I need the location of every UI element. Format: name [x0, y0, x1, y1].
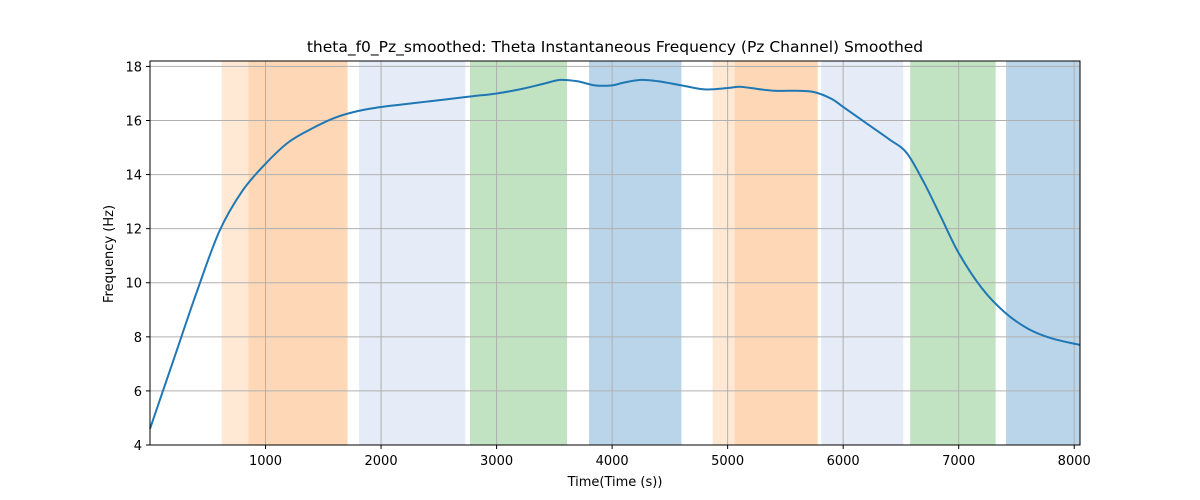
x-tick-label-1000: 1000 — [249, 454, 282, 469]
y-tick-label-10: 10 — [125, 277, 142, 292]
x-tick-label-6000: 6000 — [827, 454, 860, 469]
axis-ticks: 1000 2000 3000 4000 5000 6000 7000 8000 4 6 8 10 12 1… — [125, 60, 1090, 469]
band-3 — [359, 61, 466, 445]
y-tick-label-14: 14 — [125, 169, 142, 184]
x-tick-label-2000: 2000 — [365, 454, 398, 469]
x-tick-label-7000: 7000 — [942, 454, 975, 469]
band-9 — [910, 61, 996, 445]
y-tick-label-6: 6 — [134, 385, 142, 400]
x-tick-label-3000: 3000 — [480, 454, 513, 469]
x-tick-label-5000: 5000 — [711, 454, 744, 469]
band-1 — [221, 61, 249, 445]
y-tick-label-12: 12 — [125, 223, 142, 238]
plot-frame — [149, 60, 1081, 446]
y-tick-label-18: 18 — [125, 60, 142, 75]
y-tick-label-8: 8 — [134, 331, 142, 346]
y-tick-label-4: 4 — [134, 439, 142, 454]
x-tick-label-8000: 8000 — [1058, 454, 1091, 469]
band-10 — [1006, 61, 1080, 445]
x-tick-label-4000: 4000 — [596, 454, 629, 469]
plot-border — [149, 60, 1081, 446]
y-axis-label: Frequency (Hz) — [102, 205, 117, 303]
band-7 — [734, 61, 818, 445]
series-line-1 — [149, 78, 1081, 430]
data-series — [149, 78, 1081, 430]
x-axis-label: Time(Time (s)) — [567, 475, 663, 490]
band-4 — [470, 61, 568, 445]
y-tick-label-16: 16 — [125, 114, 142, 129]
chart-title: theta_f0_Pz_smoothed: Theta Instantaneou… — [307, 38, 923, 57]
band-5 — [589, 61, 682, 445]
band-8 — [821, 61, 904, 445]
band-2 — [248, 61, 348, 445]
band-6 — [712, 61, 735, 445]
shaded-bands — [221, 61, 1080, 445]
